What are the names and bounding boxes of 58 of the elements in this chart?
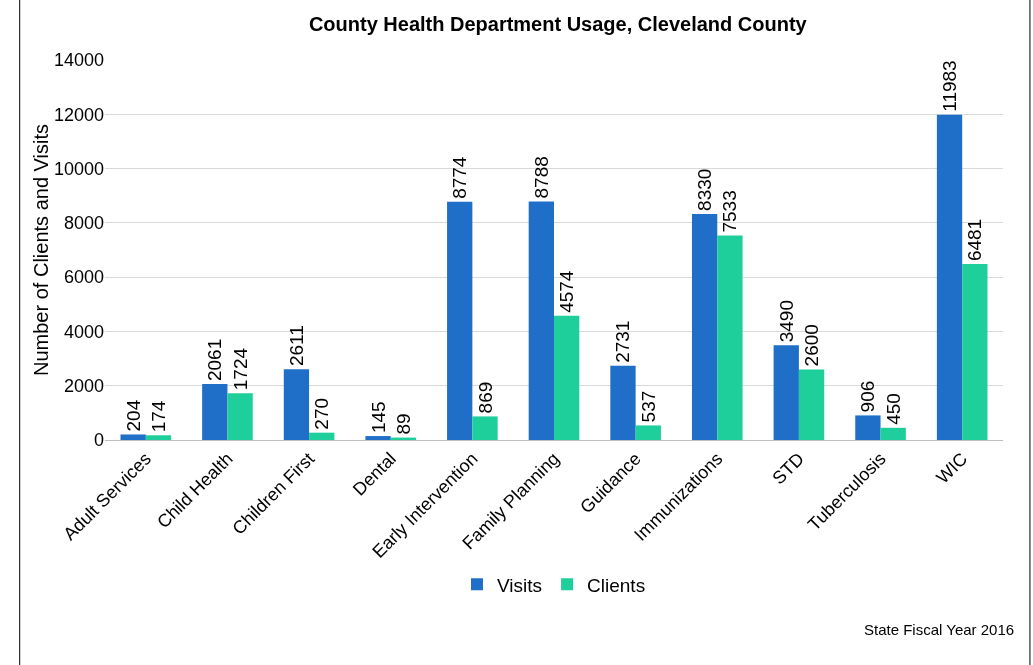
bar: [610, 365, 636, 440]
bar: [202, 384, 228, 440]
legend-label: Visits: [497, 574, 543, 596]
data-label: 145: [367, 401, 389, 434]
bar: [773, 345, 799, 440]
data-label: 3490: [775, 299, 797, 343]
bar: [283, 369, 310, 440]
y-tick-label: 8000: [63, 213, 104, 234]
data-label: 4574: [556, 270, 578, 313]
bar: [880, 427, 906, 440]
y-tick-label: 12000: [53, 104, 104, 125]
legend-label: Clients: [587, 574, 646, 596]
y-tick-label: 6000: [63, 267, 104, 288]
data-label: 89: [392, 413, 414, 435]
bar: [472, 416, 498, 440]
bar: [962, 264, 988, 440]
data-label: 537: [637, 390, 659, 423]
bar: [717, 235, 743, 440]
bar: [798, 369, 825, 440]
bar: [309, 432, 335, 440]
bar: [635, 425, 661, 440]
y-tick-label: 2000: [63, 376, 104, 397]
data-label: 450: [882, 393, 904, 425]
y-tick-label: 4000: [63, 321, 104, 342]
bar: [691, 213, 718, 440]
data-label: 2061: [204, 338, 226, 382]
data-label: 1724: [229, 347, 251, 391]
bar: [227, 393, 253, 440]
bar: [145, 435, 172, 440]
bar: [120, 434, 146, 440]
bar: [528, 201, 554, 440]
bar: [855, 415, 881, 440]
data-label: 11983: [939, 60, 961, 112]
bar: [554, 315, 580, 440]
bar: [936, 114, 963, 440]
chart-title: County Health Department Usage, Cleveland County: [308, 12, 808, 35]
y-axis-title: Number of Clients and Visits: [29, 124, 52, 376]
bar: [365, 436, 391, 440]
data-label: 8774: [449, 156, 471, 199]
data-label: 174: [147, 400, 169, 433]
y-tick-label: 0: [93, 430, 104, 451]
data-label: 8788: [530, 156, 552, 199]
data-label: 270: [311, 397, 333, 430]
data-label: 8330: [694, 168, 716, 211]
data-label: 6481: [964, 218, 986, 262]
x-tick-label: WIC: [932, 448, 972, 488]
data-label: 2731: [612, 320, 634, 363]
data-label: 2611: [285, 325, 307, 367]
data-label: 204: [122, 399, 144, 432]
data-label: 906: [857, 380, 879, 413]
data-label: 7533: [719, 190, 741, 233]
x-tick-label: STD: [768, 448, 809, 489]
data-label: 2600: [801, 324, 823, 367]
bar: [447, 201, 473, 440]
y-tick-label: 14000: [53, 50, 104, 71]
text: State Fiscal Year 2016: [864, 621, 1015, 638]
data-label: 869: [474, 381, 496, 414]
y-tick-label: 10000: [53, 158, 104, 179]
